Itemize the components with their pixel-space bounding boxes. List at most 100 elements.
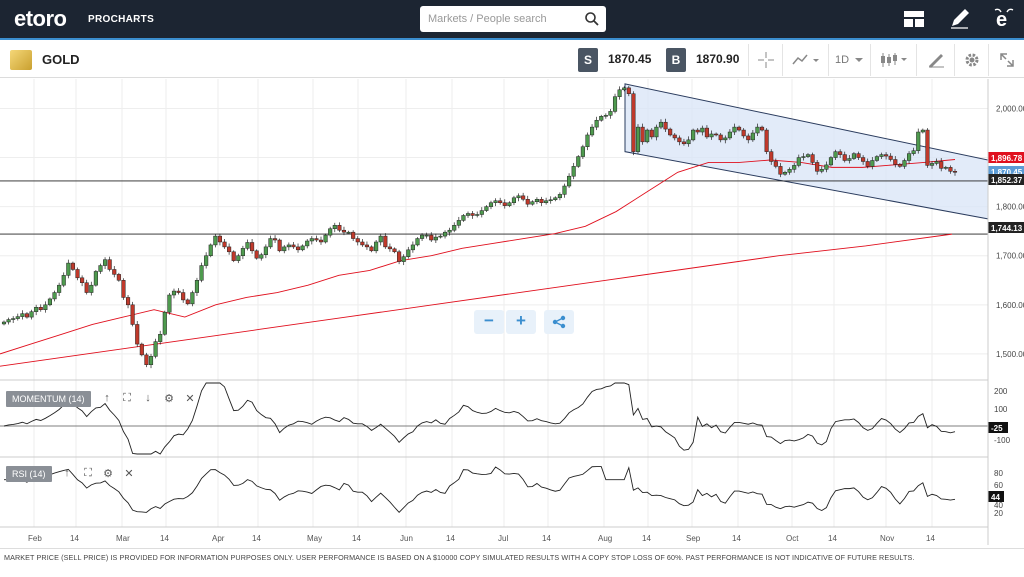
candle-body — [617, 89, 622, 97]
date-tick-label: 14 — [446, 534, 455, 543]
gear-icon[interactable]: ⚙ — [164, 393, 174, 405]
sell-label[interactable]: S — [578, 48, 598, 72]
candle-body — [66, 262, 71, 276]
candle-body — [273, 238, 278, 241]
candle-body — [475, 214, 480, 216]
candle-body — [378, 235, 383, 243]
horizontal-lines[interactable] — [0, 180, 988, 235]
settings-button[interactable] — [954, 44, 988, 76]
candle-body — [277, 239, 282, 252]
candle-body — [374, 241, 379, 252]
share-button[interactable] — [544, 310, 574, 334]
candle-body — [213, 235, 218, 246]
candle-body — [452, 225, 457, 231]
drawing-tools-button[interactable] — [916, 44, 954, 76]
candle-body — [135, 324, 140, 345]
candle-body — [874, 156, 879, 161]
candle-body — [176, 290, 181, 293]
candle-body — [498, 200, 503, 203]
candle-body — [328, 228, 333, 236]
candle-body — [98, 265, 103, 272]
price-tag-bg — [988, 222, 1024, 233]
candle-body — [318, 239, 324, 243]
sell-price[interactable]: 1870.45 — [608, 52, 652, 66]
search-icon[interactable] — [584, 11, 600, 27]
candle-body — [250, 242, 255, 252]
candle-body — [511, 197, 517, 203]
candle-body — [594, 119, 599, 128]
candle-body — [410, 244, 415, 251]
date-tick-label: 14 — [542, 534, 551, 543]
candle-body — [38, 307, 43, 310]
arrow-up-icon[interactable]: ↑ — [104, 392, 110, 404]
candle-body — [612, 96, 618, 112]
candle-body — [144, 354, 149, 365]
buy-price[interactable]: 1870.90 — [696, 52, 740, 66]
candle-body — [856, 153, 861, 158]
candle-body — [153, 341, 158, 357]
candle-body — [700, 127, 705, 133]
rsi-label[interactable]: RSI (14) — [6, 466, 52, 482]
arrow-down-icon[interactable]: ↓ — [145, 392, 151, 404]
candle-body — [952, 171, 958, 173]
candle-body — [429, 234, 434, 241]
candle-body — [590, 126, 595, 136]
close-icon[interactable]: ✕ — [124, 468, 134, 480]
channel-shape[interactable] — [624, 83, 989, 220]
product-name: PROCHARTS — [88, 14, 155, 25]
candle-body — [626, 87, 631, 94]
search-box[interactable] — [420, 6, 606, 32]
candle-body — [300, 245, 305, 251]
etoro-logo[interactable]: etoro — [14, 6, 67, 31]
candle-body — [309, 238, 314, 242]
candle-body — [107, 259, 112, 270]
candle-body — [943, 167, 948, 169]
candle-type-button[interactable] — [870, 44, 916, 76]
date-tick-label: 14 — [828, 534, 837, 543]
zoom-in-button[interactable]: + — [506, 310, 536, 334]
candle-body — [484, 206, 489, 211]
candle-body — [80, 277, 85, 283]
top-navigation-bar: etoro PROCHARTS e — [0, 0, 1024, 40]
candle-body — [576, 156, 581, 167]
gold-asset-icon — [10, 50, 32, 70]
candle-body — [755, 126, 760, 134]
candle-body — [190, 292, 195, 305]
layout-icon[interactable] — [900, 6, 928, 32]
candle-body — [406, 249, 411, 257]
search-input[interactable] — [428, 6, 578, 32]
candle-body — [668, 128, 673, 136]
candle-body — [43, 304, 48, 310]
candle-body — [259, 254, 264, 259]
maximize-icon[interactable]: ⛶ — [123, 392, 131, 404]
momentum-label[interactable]: MOMENTUM (14) — [6, 391, 91, 407]
candle-body — [369, 246, 374, 252]
candle-body — [631, 93, 636, 152]
candle-body — [879, 154, 884, 157]
candle-body — [360, 241, 365, 246]
candle-body — [691, 129, 696, 141]
timeframe-button[interactable]: 1D — [828, 44, 870, 76]
crosshair-button[interactable] — [748, 44, 782, 76]
gear-icon — [965, 53, 978, 67]
chart-type-button[interactable] — [782, 44, 828, 76]
candle-body — [433, 236, 438, 241]
zoom-out-button[interactable]: − — [474, 310, 504, 334]
gear-icon[interactable]: ⚙ — [103, 468, 113, 480]
candle-body — [907, 153, 912, 161]
date-tick-label: Nov — [880, 534, 894, 543]
candle-body — [787, 169, 792, 173]
momentum-value-tag — [988, 422, 1008, 433]
candle-body — [254, 250, 259, 259]
candle-body — [939, 161, 944, 169]
fullscreen-button[interactable] — [988, 44, 1024, 76]
maximize-icon[interactable]: ⛶ — [84, 467, 92, 479]
pencil-icon[interactable] — [946, 6, 974, 32]
arrow-up-icon[interactable]: ↑ — [64, 467, 70, 479]
price-chart[interactable]: 1,500.001,600.001,700.001,800.001,900.00… — [0, 79, 1024, 545]
etoro-e-icon[interactable]: e — [990, 6, 1018, 32]
close-icon[interactable]: ✕ — [185, 393, 195, 405]
candle-body — [534, 199, 539, 202]
candle-body — [351, 231, 356, 239]
buy-label[interactable]: B — [666, 48, 686, 72]
